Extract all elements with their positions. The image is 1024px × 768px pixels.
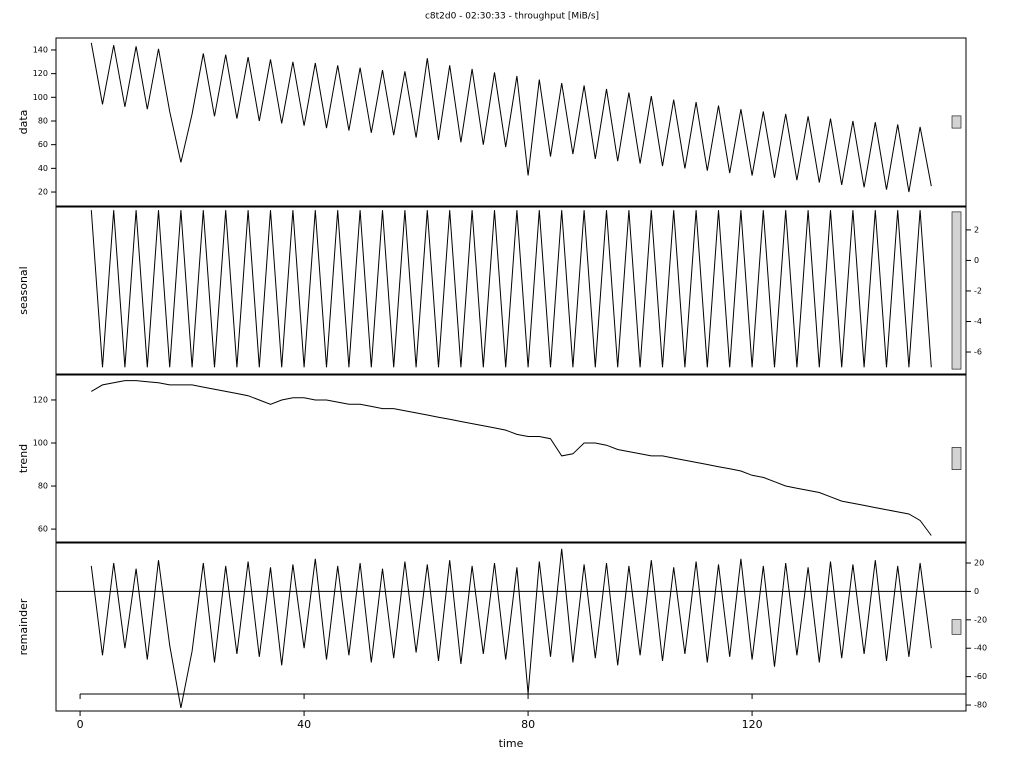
- y-tick-label: 20: [974, 559, 984, 568]
- y-axis-label: data: [17, 110, 30, 135]
- line-series: [90, 548, 932, 708]
- range-bar: [951, 115, 962, 129]
- y-axis-label: seasonal: [17, 266, 30, 314]
- y-tick-label: 2: [974, 225, 979, 234]
- y-tick-label: -20: [974, 615, 987, 624]
- panel-frame: [55, 374, 967, 543]
- chart-title: c8t2d0 - 02:30:33 - throughput [MiB/s]: [425, 12, 599, 22]
- x-tick-label: 0: [77, 718, 84, 731]
- range-bar: [951, 447, 962, 470]
- y-tick-label: -2: [974, 286, 982, 295]
- y-tick-label: 20: [38, 188, 48, 197]
- y-tick-label: 0: [974, 256, 979, 265]
- panel-frame: [55, 37, 967, 207]
- x-tick-label: 120: [742, 718, 763, 731]
- y-tick-label: -6: [974, 348, 982, 357]
- y-axis-label: trend: [17, 444, 30, 473]
- y-tick-label: 60: [38, 525, 48, 534]
- x-axis-label: time: [499, 737, 524, 750]
- line-series: [91, 380, 932, 536]
- y-tick-label: 0: [974, 587, 979, 596]
- y-tick-label: -40: [974, 644, 987, 653]
- y-tick-label: -80: [974, 701, 987, 710]
- y-tick-label: -60: [974, 672, 987, 681]
- y-tick-label: 80: [38, 482, 48, 491]
- y-tick-label: 100: [33, 439, 48, 448]
- y-tick-label: 120: [33, 395, 48, 404]
- line-series: [90, 42, 932, 193]
- range-bar: [951, 619, 962, 635]
- x-tick-label: 40: [297, 718, 311, 731]
- range-bar: [951, 211, 962, 370]
- y-tick-label: 120: [33, 69, 48, 78]
- y-axis-label: remainder: [17, 598, 30, 655]
- x-tick-label: 80: [521, 718, 535, 731]
- y-tick-label: 80: [38, 116, 48, 125]
- y-tick-label: 100: [33, 93, 48, 102]
- y-tick-label: -4: [974, 317, 982, 326]
- y-tick-label: 60: [38, 140, 48, 149]
- line-series: [90, 210, 932, 368]
- panel-frame: [55, 542, 967, 712]
- y-tick-label: 40: [38, 164, 48, 173]
- y-tick-label: 140: [33, 45, 48, 54]
